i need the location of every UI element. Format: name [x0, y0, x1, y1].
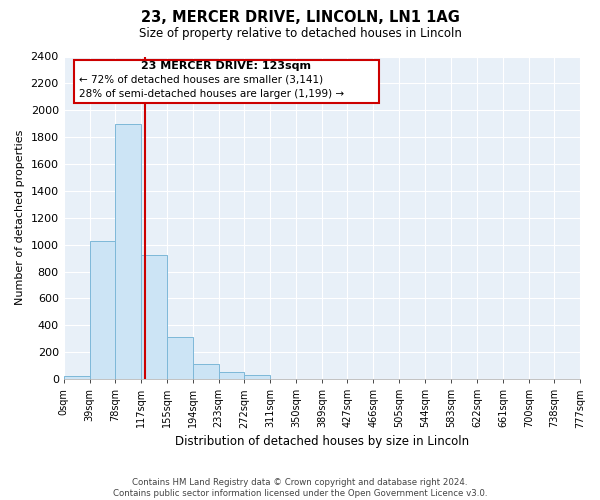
Bar	[218, 372, 244, 379]
Bar	[244, 375, 271, 379]
Bar	[115, 124, 142, 379]
X-axis label: Distribution of detached houses by size in Lincoln: Distribution of detached houses by size …	[175, 434, 469, 448]
Bar	[89, 242, 115, 379]
Text: Contains HM Land Registry data © Crown copyright and database right 2024.
Contai: Contains HM Land Registry data © Crown c…	[113, 478, 487, 498]
Text: 28% of semi-detached houses are larger (1,199) →: 28% of semi-detached houses are larger (…	[79, 89, 344, 99]
Text: 23, MERCER DRIVE, LINCOLN, LN1 1AG: 23, MERCER DRIVE, LINCOLN, LN1 1AG	[140, 10, 460, 25]
Bar	[167, 336, 193, 379]
FancyBboxPatch shape	[74, 60, 379, 104]
Bar	[193, 364, 218, 379]
Text: 23 MERCER DRIVE: 123sqm: 23 MERCER DRIVE: 123sqm	[142, 62, 311, 72]
Bar	[142, 256, 167, 379]
Bar	[64, 376, 89, 379]
Text: Size of property relative to detached houses in Lincoln: Size of property relative to detached ho…	[139, 28, 461, 40]
Text: ← 72% of detached houses are smaller (3,141): ← 72% of detached houses are smaller (3,…	[79, 74, 323, 84]
Y-axis label: Number of detached properties: Number of detached properties	[15, 130, 25, 306]
